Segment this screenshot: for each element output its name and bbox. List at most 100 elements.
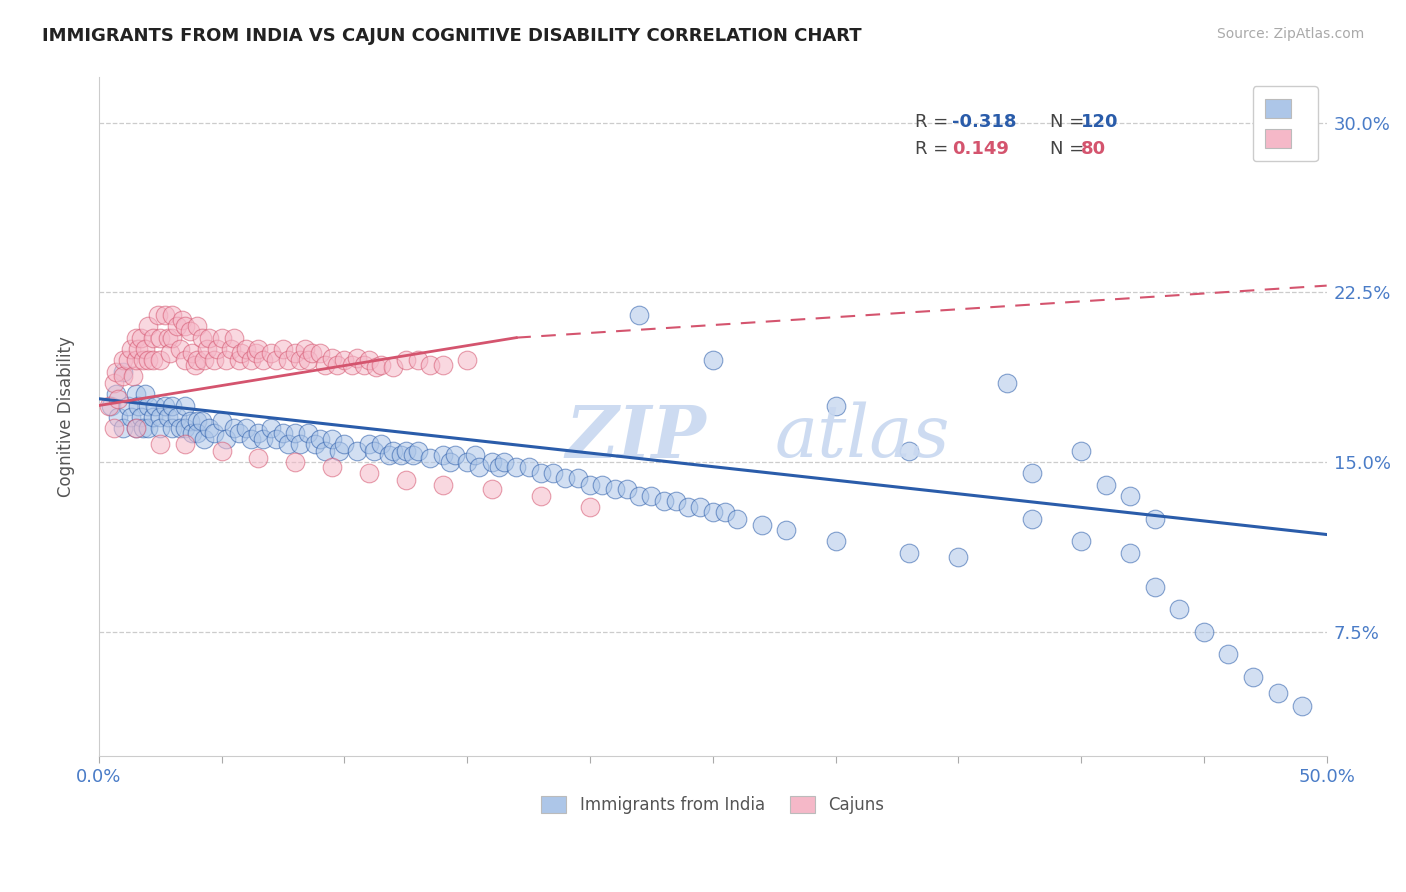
Point bbox=[301, 346, 323, 360]
Text: -0.318: -0.318 bbox=[952, 112, 1017, 130]
Point bbox=[333, 437, 356, 451]
Point bbox=[346, 443, 368, 458]
Point bbox=[481, 455, 503, 469]
Point bbox=[228, 353, 250, 368]
Point bbox=[149, 409, 172, 424]
Point bbox=[530, 489, 553, 503]
Point bbox=[1021, 511, 1043, 525]
Point bbox=[117, 399, 139, 413]
Point bbox=[395, 443, 418, 458]
Point bbox=[215, 433, 238, 447]
Point bbox=[142, 409, 165, 424]
Point bbox=[277, 353, 299, 368]
Point bbox=[284, 425, 307, 440]
Point bbox=[288, 353, 311, 368]
Point bbox=[122, 369, 145, 384]
Point bbox=[143, 399, 166, 413]
Point bbox=[340, 358, 363, 372]
Point bbox=[100, 399, 122, 413]
Point bbox=[714, 505, 737, 519]
Point bbox=[665, 493, 688, 508]
Point bbox=[215, 353, 238, 368]
Point bbox=[419, 450, 441, 465]
Point bbox=[456, 455, 478, 469]
Point bbox=[628, 308, 651, 322]
Point bbox=[198, 331, 221, 345]
Point bbox=[1291, 699, 1313, 714]
Point bbox=[432, 477, 454, 491]
Point bbox=[153, 399, 176, 413]
Point bbox=[191, 331, 214, 345]
Point bbox=[321, 351, 343, 365]
Point bbox=[156, 331, 179, 345]
Point bbox=[554, 471, 576, 485]
Point bbox=[162, 399, 184, 413]
Point bbox=[124, 353, 146, 368]
Point bbox=[211, 443, 233, 458]
Point bbox=[129, 409, 152, 424]
Point bbox=[245, 346, 267, 360]
Point bbox=[314, 443, 336, 458]
Point bbox=[247, 342, 270, 356]
Point bbox=[181, 425, 204, 440]
Point bbox=[284, 346, 307, 360]
Point bbox=[142, 331, 165, 345]
Text: N =: N = bbox=[1050, 112, 1091, 130]
Point bbox=[456, 353, 478, 368]
Point bbox=[103, 421, 125, 435]
Point bbox=[308, 433, 330, 447]
Point bbox=[104, 387, 127, 401]
Point bbox=[357, 467, 380, 481]
Point bbox=[117, 353, 139, 368]
Point bbox=[186, 414, 208, 428]
Point bbox=[382, 443, 405, 458]
Point bbox=[112, 353, 135, 368]
Point bbox=[127, 342, 149, 356]
Point bbox=[124, 421, 146, 435]
Point bbox=[1168, 602, 1191, 616]
Text: 0.149: 0.149 bbox=[952, 140, 1010, 158]
Point bbox=[314, 358, 336, 372]
Point bbox=[183, 358, 205, 372]
Point bbox=[308, 346, 330, 360]
Point bbox=[193, 353, 215, 368]
Point bbox=[530, 467, 553, 481]
Point bbox=[179, 324, 201, 338]
Text: N =: N = bbox=[1050, 140, 1091, 158]
Text: Source: ZipAtlas.com: Source: ZipAtlas.com bbox=[1216, 27, 1364, 41]
Point bbox=[172, 312, 194, 326]
Point bbox=[579, 477, 602, 491]
Legend: Immigrants from India, Cajuns: Immigrants from India, Cajuns bbox=[533, 788, 893, 822]
Point bbox=[247, 425, 270, 440]
Point bbox=[149, 421, 172, 435]
Text: 120: 120 bbox=[1081, 112, 1119, 130]
Point bbox=[297, 425, 319, 440]
Point bbox=[252, 433, 274, 447]
Point bbox=[97, 399, 120, 413]
Point bbox=[181, 346, 204, 360]
Point bbox=[132, 421, 155, 435]
Point bbox=[169, 421, 191, 435]
Point bbox=[432, 448, 454, 462]
Point bbox=[297, 353, 319, 368]
Point bbox=[640, 489, 662, 503]
Point bbox=[235, 342, 257, 356]
Point bbox=[517, 459, 540, 474]
Point bbox=[205, 342, 228, 356]
Point bbox=[136, 353, 159, 368]
Point bbox=[231, 346, 253, 360]
Point bbox=[1241, 670, 1264, 684]
Point bbox=[1143, 580, 1166, 594]
Point bbox=[997, 376, 1019, 390]
Point bbox=[173, 437, 195, 451]
Point bbox=[377, 448, 399, 462]
Point bbox=[353, 358, 375, 372]
Point bbox=[195, 342, 218, 356]
Point bbox=[222, 421, 245, 435]
Point bbox=[357, 353, 380, 368]
Point bbox=[134, 387, 156, 401]
Point bbox=[1094, 477, 1116, 491]
Point bbox=[284, 455, 307, 469]
Point bbox=[616, 482, 638, 496]
Point bbox=[419, 358, 441, 372]
